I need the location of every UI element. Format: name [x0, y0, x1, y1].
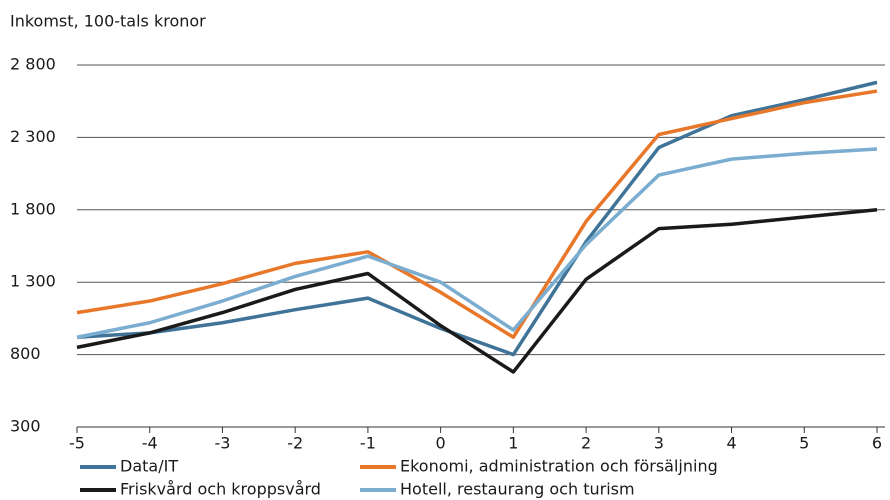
x-tick-label: -2 — [287, 434, 303, 453]
x-tick-label: 3 — [654, 434, 664, 453]
y-axis-label: Inkomst, 100-tals kronor — [10, 12, 206, 31]
x-tick-label: 6 — [872, 434, 882, 453]
y-tick-label: 300 — [10, 417, 41, 436]
legend-label: Ekonomi, administration och försäljning — [400, 457, 718, 476]
legend-label: Data/IT — [120, 457, 178, 476]
x-tick-label: 2 — [581, 434, 591, 453]
series-line — [76, 89, 878, 339]
x-tick-label: -1 — [360, 434, 376, 453]
series-line — [76, 147, 878, 339]
series-line — [76, 208, 878, 374]
y-tick-label: 1 300 — [10, 272, 56, 291]
y-tick-label: 800 — [10, 344, 41, 363]
y-tick-label: 2 800 — [10, 55, 56, 74]
x-tick-label: -3 — [214, 434, 230, 453]
x-tick-label: 1 — [508, 434, 518, 453]
legend-label: Friskvård och kroppsvård — [120, 480, 321, 499]
y-tick-label: 1 800 — [10, 199, 56, 218]
x-tick-label: -4 — [142, 434, 158, 453]
x-tick-label: 0 — [436, 434, 446, 453]
x-tick-label: 4 — [726, 434, 736, 453]
y-tick-label: 2 300 — [10, 127, 56, 146]
series-line — [76, 80, 878, 357]
x-tick-label: 5 — [799, 434, 809, 453]
x-tick-label: -5 — [69, 434, 85, 453]
legend-label: Hotell, restaurang och turism — [400, 480, 635, 499]
